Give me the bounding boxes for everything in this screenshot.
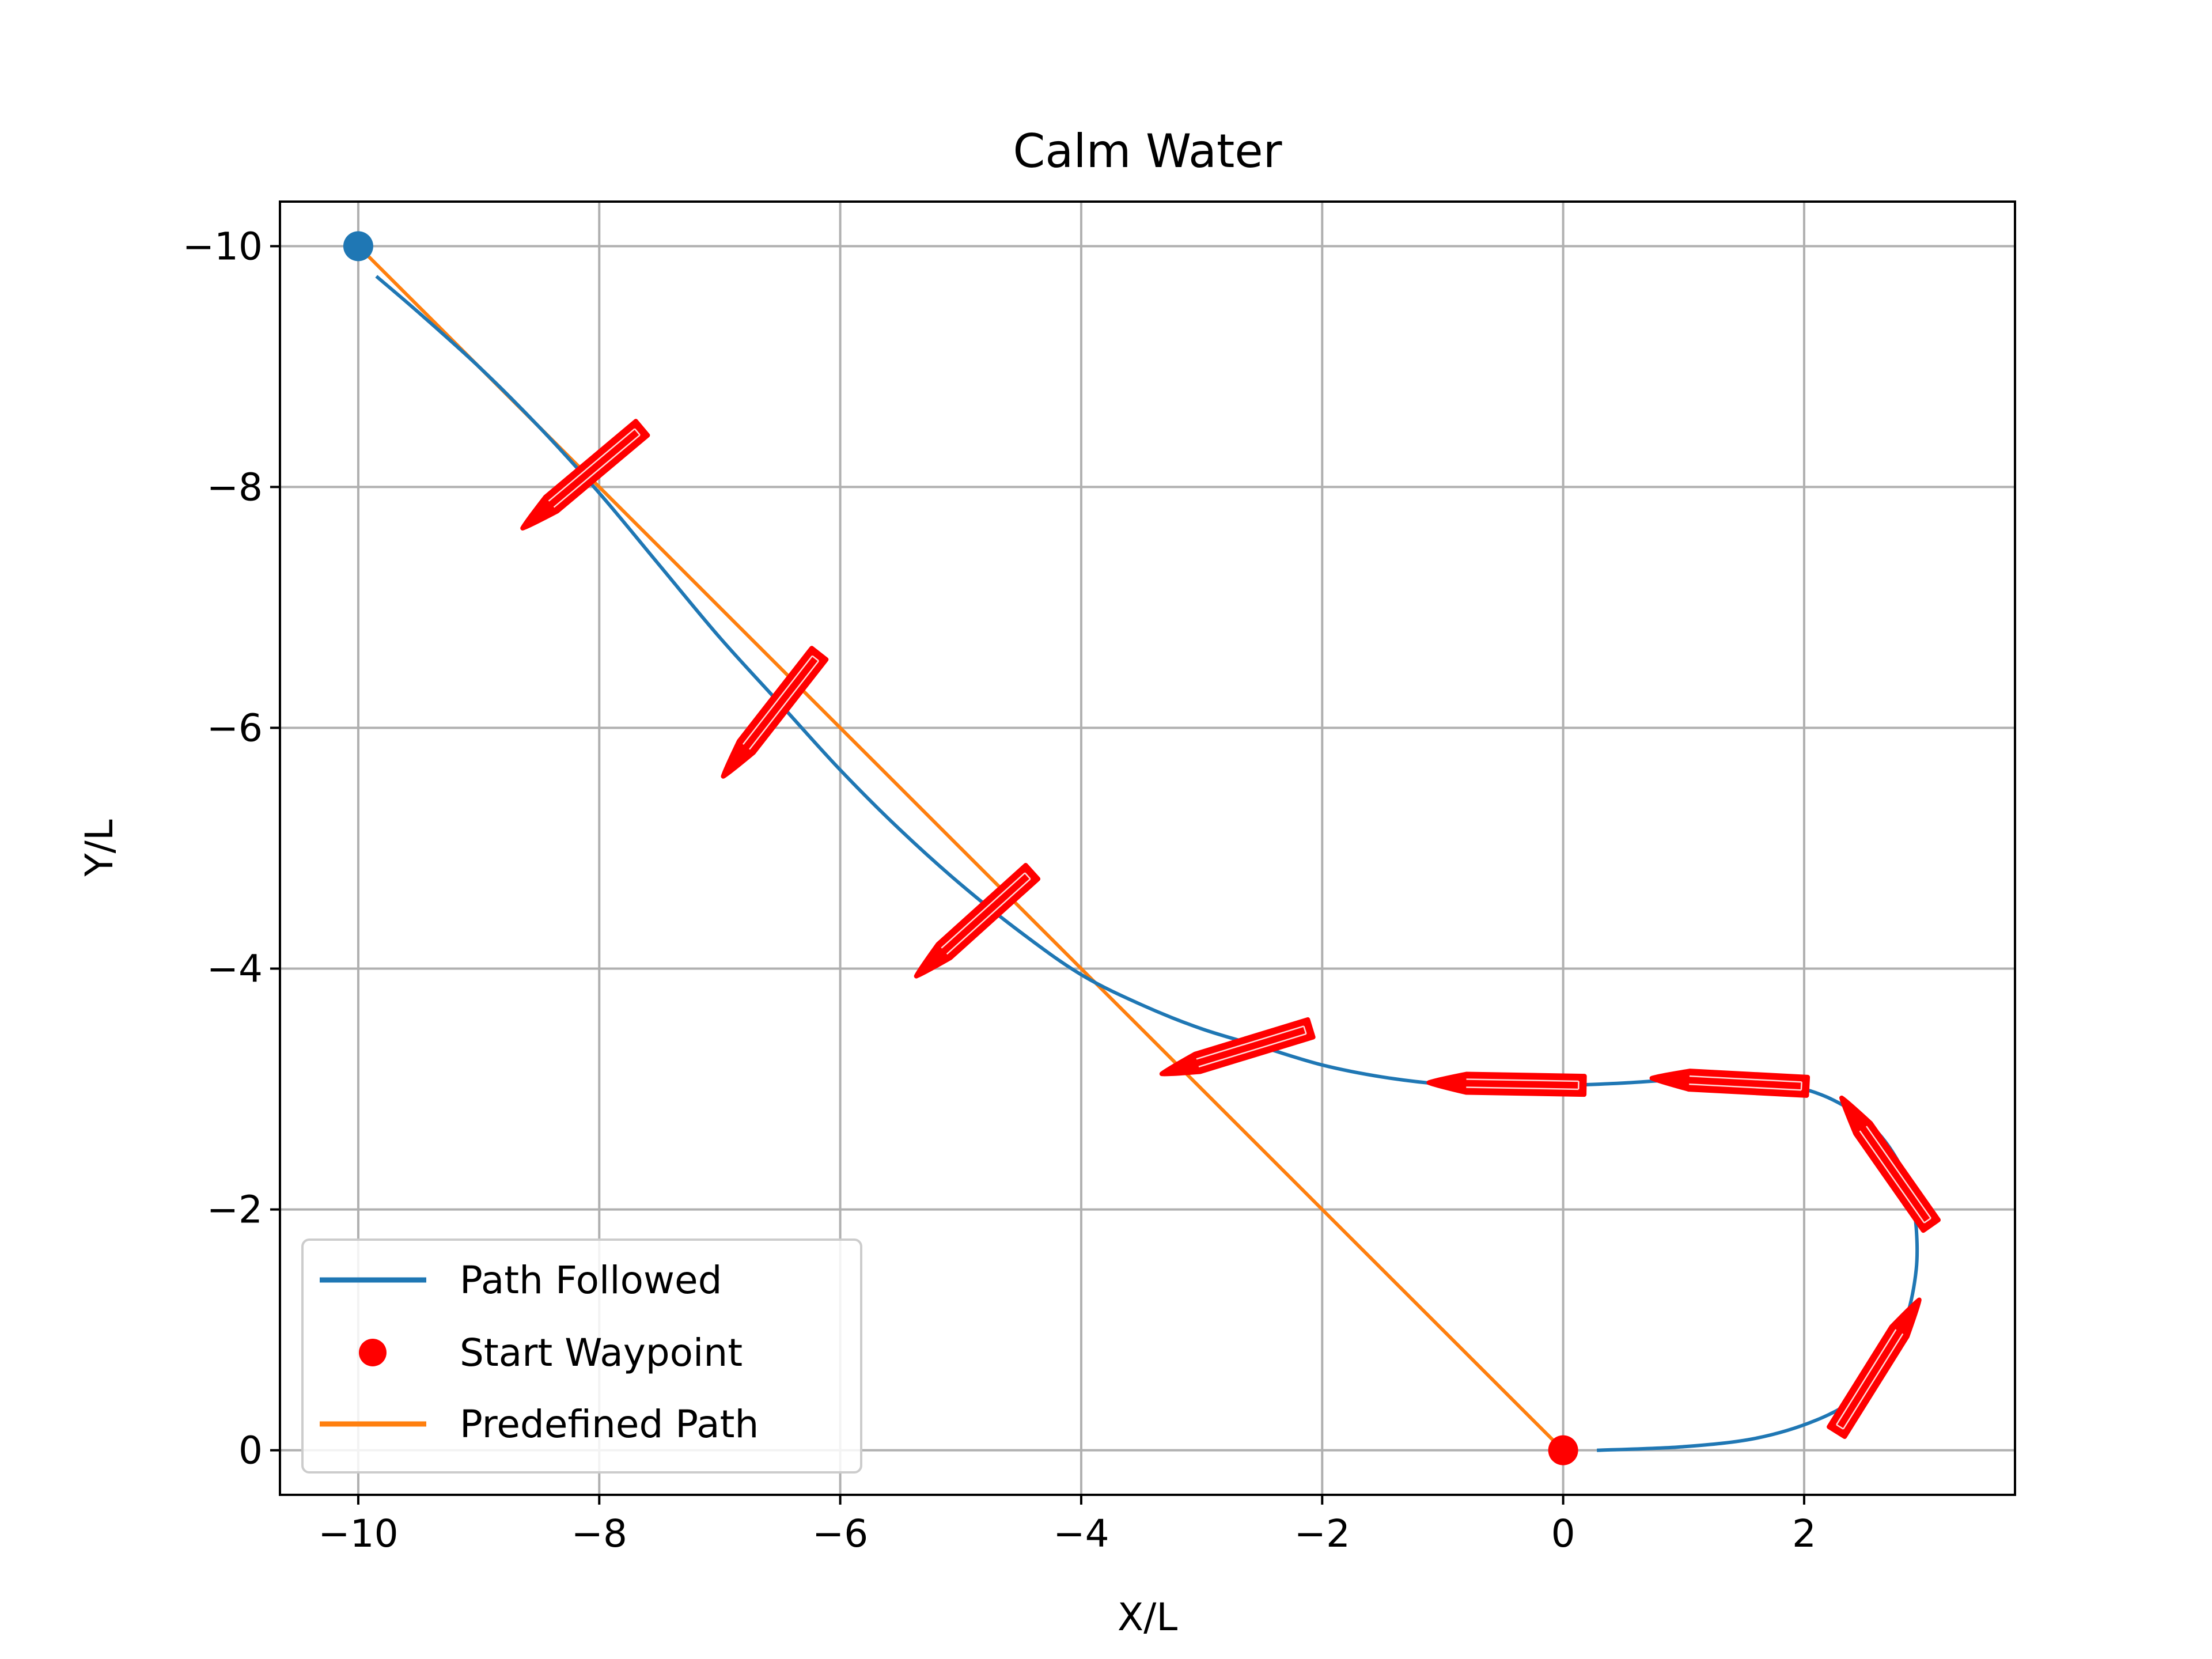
vessel-outline xyxy=(1859,1126,1931,1224)
start-waypoint-marker xyxy=(1548,1435,1578,1465)
vessel-hull xyxy=(1426,1071,1587,1097)
y-tick-label: −8 xyxy=(207,465,263,509)
y-tick-label: −6 xyxy=(207,706,263,750)
vessel-outline xyxy=(1689,1075,1802,1091)
vessel-hull xyxy=(721,646,829,779)
y-axis-label: Y/L xyxy=(77,819,122,877)
y-tick-label: −4 xyxy=(207,947,263,991)
legend-label-predefined-path: Predefined Path xyxy=(460,1402,759,1446)
chart-title: Calm Water xyxy=(1013,124,1282,178)
x-tick-label: 2 xyxy=(1792,1512,1816,1556)
x-tick-label: −8 xyxy=(571,1512,627,1556)
y-tick-label: −10 xyxy=(183,224,263,268)
vessel-marker xyxy=(1426,1071,1587,1097)
vessel-marker xyxy=(721,646,829,779)
plot-data xyxy=(343,231,1941,1465)
legend: Path Followed Start Waypoint Predefined … xyxy=(301,1238,862,1474)
vessel-outline xyxy=(1836,1329,1904,1430)
y-tick-label: −2 xyxy=(207,1188,263,1232)
legend-label-start-waypoint: Start Waypoint xyxy=(460,1331,743,1375)
vessel-outline xyxy=(941,872,1031,955)
vessel-marker xyxy=(914,863,1041,979)
x-axis-label: X/L xyxy=(1118,1595,1177,1639)
x-tick-label: −10 xyxy=(318,1512,398,1556)
end-waypoint-marker xyxy=(343,231,373,262)
vessel-hull xyxy=(1827,1297,1922,1439)
vessel-hull xyxy=(1839,1095,1941,1233)
vessel-outline xyxy=(1196,1025,1307,1068)
y-tick-label: 0 xyxy=(238,1429,263,1473)
vessel-marker xyxy=(1649,1069,1810,1098)
vessel-hull xyxy=(520,419,650,531)
vessel-hull xyxy=(914,863,1041,979)
vessel-marker xyxy=(520,419,650,531)
x-tick-label: 0 xyxy=(1551,1512,1575,1556)
vessel-marker xyxy=(1159,1017,1316,1077)
legend-box xyxy=(301,1238,862,1474)
x-tick-label: −6 xyxy=(812,1512,868,1556)
x-tick-label: −4 xyxy=(1053,1512,1109,1556)
plot-frame xyxy=(279,200,2016,1496)
ticks: −10 −8 −6 −4 −2 0 2 −10 −8 −6 −4 −2 0 xyxy=(183,224,1816,1556)
legend-label-path-followed: Path Followed xyxy=(460,1258,722,1302)
vessel-hull xyxy=(1649,1069,1810,1098)
vessel-marker xyxy=(1827,1297,1922,1439)
vessel-marker xyxy=(1839,1095,1941,1233)
vessel-outline xyxy=(1466,1078,1580,1090)
vessel-outline xyxy=(743,655,820,750)
legend-swatch-start-waypoint xyxy=(359,1339,387,1366)
vessel-outline xyxy=(548,428,641,508)
x-tick-label: −2 xyxy=(1294,1512,1350,1556)
